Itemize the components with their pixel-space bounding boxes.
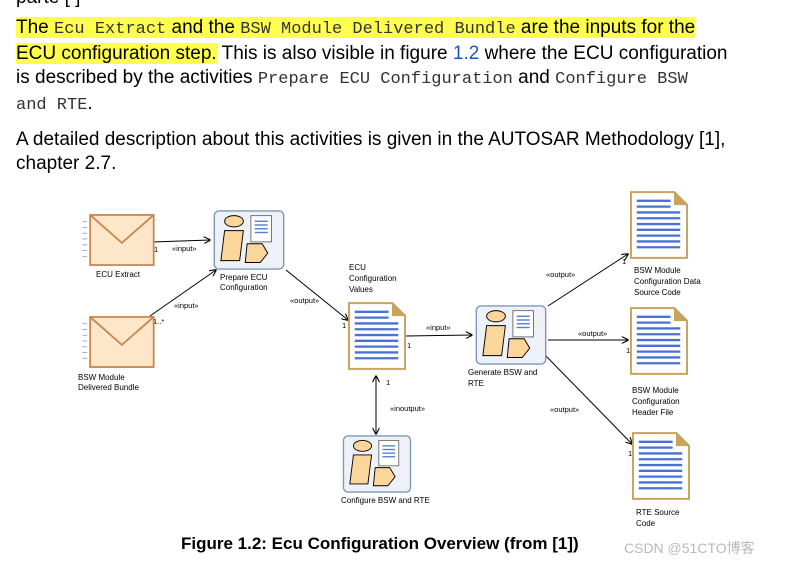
document-icon bbox=[348, 301, 406, 371]
edge-generate-to-rte bbox=[545, 355, 632, 444]
label-output-3: «output» bbox=[578, 329, 607, 338]
edge-bundle-to-prepare bbox=[149, 270, 216, 317]
svg-text:Configuration: Configuration bbox=[349, 274, 397, 283]
svg-text:Code: Code bbox=[636, 519, 656, 528]
node-ecu-config-values: ECU Configuration Values bbox=[348, 263, 406, 371]
paragraph-inputs: The Ecu Extract and the BSW Module Deliv… bbox=[16, 17, 728, 115]
activity-icon bbox=[213, 210, 285, 270]
activity-icon bbox=[342, 435, 412, 493]
svg-text:Values: Values bbox=[349, 285, 373, 294]
svg-text:Delivered Bundle: Delivered Bundle bbox=[78, 383, 139, 392]
svg-text:BSW Module: BSW Module bbox=[632, 386, 679, 395]
svg-text:Prepare ECU: Prepare ECU bbox=[220, 273, 268, 282]
paragraph-description: A detailed description about this activi… bbox=[16, 129, 726, 174]
mult-header: 1 bbox=[626, 346, 630, 355]
mult-bundle: 1..* bbox=[153, 317, 164, 326]
svg-text:Configure BSW and RTE: Configure BSW and RTE bbox=[341, 496, 430, 505]
mult-data-src: 1 bbox=[622, 257, 626, 266]
document-icon bbox=[630, 190, 688, 260]
node-ecu-extract: ECU Extract bbox=[82, 214, 155, 279]
svg-text:BSW Module: BSW Module bbox=[634, 266, 681, 275]
edge-extract-to-prepare bbox=[151, 240, 210, 242]
watermark: CSDN @51CTO博客 bbox=[624, 540, 755, 556]
svg-text:Header File: Header File bbox=[632, 408, 674, 417]
label-output-2: «output» bbox=[546, 270, 575, 279]
mult-values-in: 1 bbox=[342, 321, 346, 330]
code-bsw-bundle: BSW Module Delivered Bundle bbox=[240, 20, 516, 39]
svg-text:BSW Module: BSW Module bbox=[78, 373, 125, 382]
figure-caption: Figure 1.2: Ecu Configuration Overview (… bbox=[181, 534, 579, 553]
document-icon bbox=[632, 431, 690, 501]
svg-text:ECU Extract: ECU Extract bbox=[96, 270, 141, 279]
node-generate-bsw-rte: Generate BSW and RTE bbox=[468, 305, 547, 388]
envelope-icon bbox=[82, 214, 155, 266]
mult-rte: 1 bbox=[628, 449, 632, 458]
svg-text:RTE Source: RTE Source bbox=[636, 508, 680, 517]
label-input-1: «input» bbox=[172, 244, 197, 253]
code-ecu-extract: Ecu Extract bbox=[54, 20, 167, 39]
node-bsw-config-data-src: BSW Module Configuration Data Source Cod… bbox=[630, 190, 701, 297]
code-configure: Configure BSW bbox=[555, 70, 688, 89]
node-configure-bsw-rte: Configure BSW and RTE bbox=[341, 435, 430, 505]
node-prepare-ecu-config: Prepare ECU Configuration bbox=[213, 210, 285, 292]
edge-values-to-generate bbox=[405, 335, 472, 336]
svg-text:Generate BSW and: Generate BSW and bbox=[468, 368, 537, 377]
label-input-2: «input» bbox=[174, 301, 199, 310]
activity-icon bbox=[475, 305, 547, 365]
svg-text:Configuration: Configuration bbox=[632, 397, 680, 406]
document-icon bbox=[630, 306, 688, 376]
label-output-1: «output» bbox=[290, 296, 319, 305]
edge-generate-to-data-src bbox=[547, 254, 628, 307]
label-output-4: «output» bbox=[550, 405, 579, 414]
label-inoutput: «inoutput» bbox=[390, 404, 425, 413]
svg-text:Configuration: Configuration bbox=[220, 283, 268, 292]
edge-prepare-to-values bbox=[285, 269, 348, 320]
svg-text:Source Code: Source Code bbox=[634, 288, 681, 297]
svg-text:RTE: RTE bbox=[468, 379, 484, 388]
label-input-3: «input» bbox=[426, 323, 451, 332]
node-bsw-config-header: BSW Module Configuration Header File bbox=[630, 306, 688, 417]
mult-values-down: 1 bbox=[386, 378, 390, 387]
envelope-icon bbox=[82, 316, 155, 368]
cut-off-text-line: parte [ ] bbox=[16, 0, 80, 10]
mult-extract: 1 bbox=[154, 245, 158, 254]
figure-link[interactable]: 1.2 bbox=[452, 43, 480, 64]
node-bsw-bundle: BSW Module Delivered Bundle bbox=[78, 316, 155, 392]
node-rte-source-code: RTE Source Code bbox=[632, 431, 690, 528]
code-prepare: Prepare ECU Configuration bbox=[257, 70, 513, 89]
svg-text:Configuration Data: Configuration Data bbox=[634, 277, 701, 286]
code-and-rte: and RTE bbox=[16, 96, 88, 115]
svg-text:ECU: ECU bbox=[349, 263, 366, 272]
mult-values-out: 1 bbox=[407, 341, 411, 350]
